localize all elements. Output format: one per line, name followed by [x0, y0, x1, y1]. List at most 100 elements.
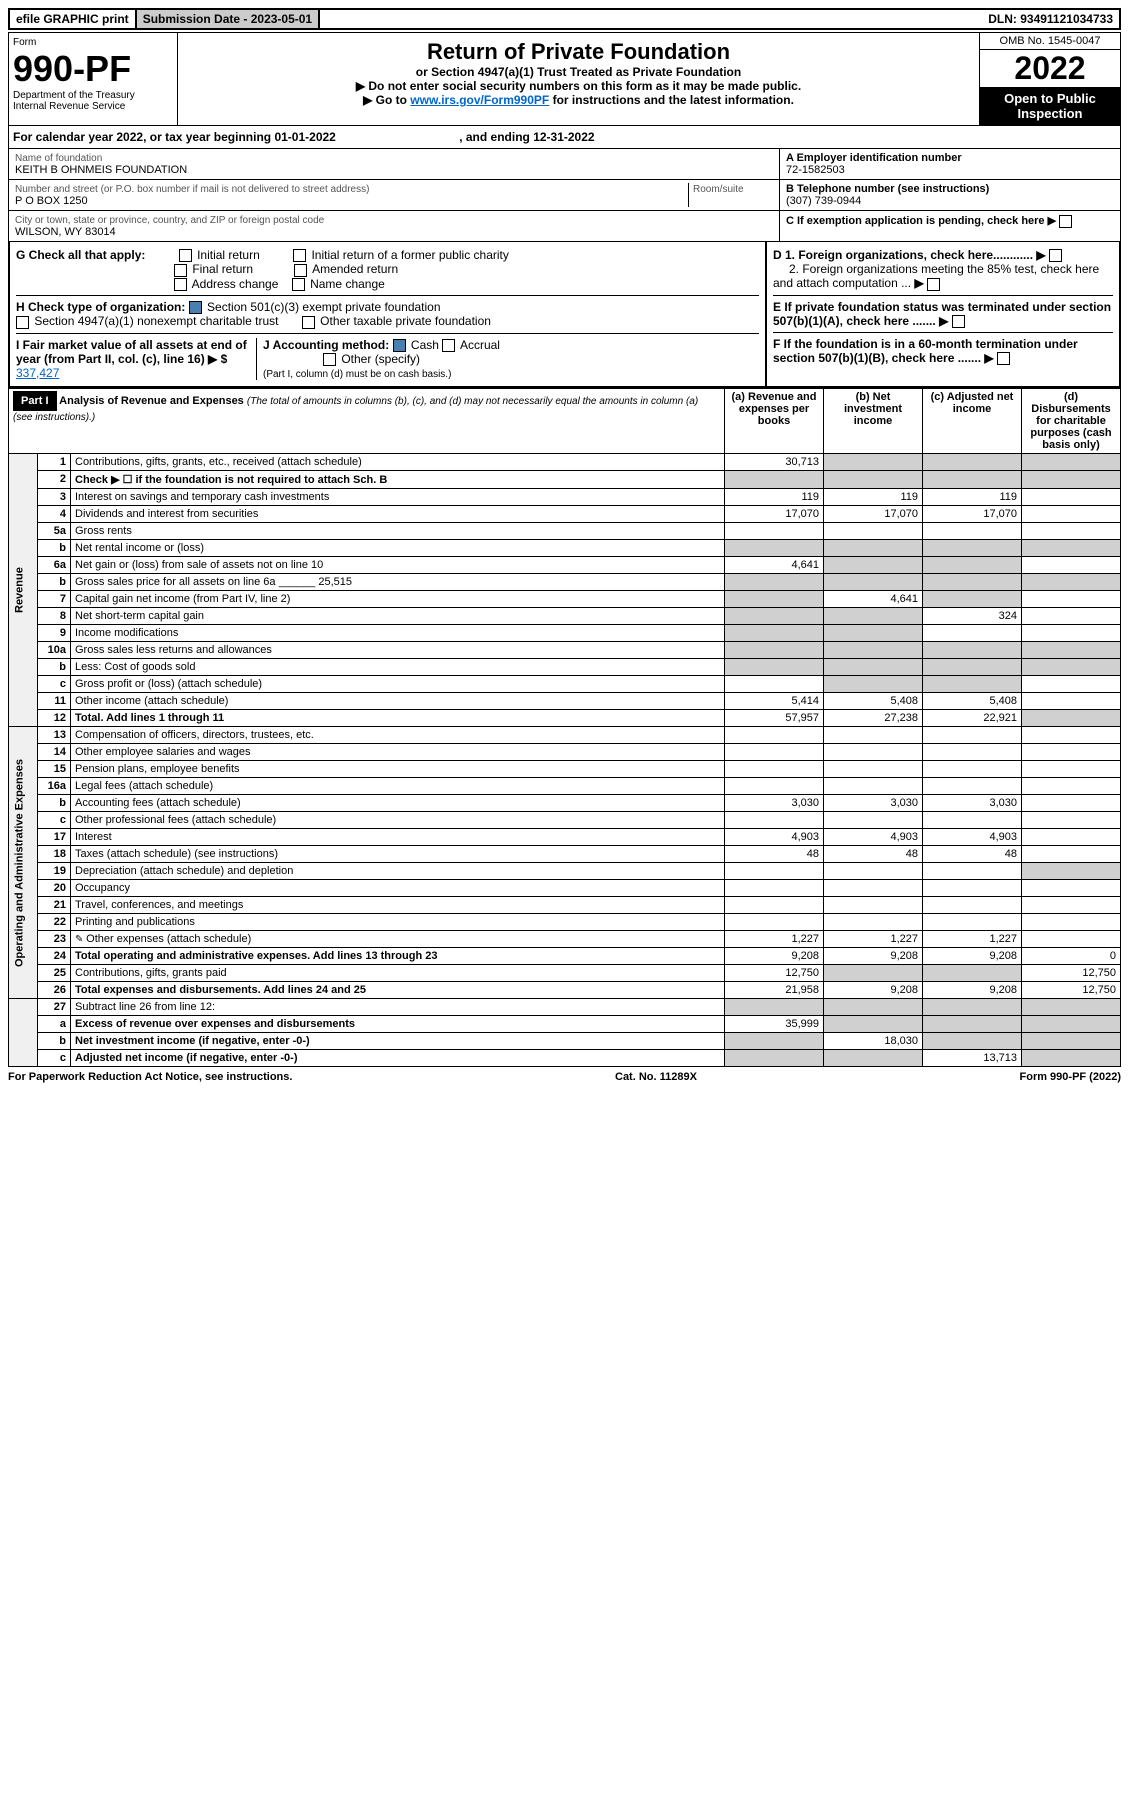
check-f[interactable] [997, 352, 1010, 365]
table-row: 21Travel, conferences, and meetings [9, 897, 1121, 914]
calendar-year: For calendar year 2022, or tax year begi… [8, 126, 1121, 149]
cell-d [1022, 931, 1121, 948]
table-row: 27Subtract line 26 from line 12: [9, 999, 1121, 1016]
table-row: 2Check ▶ ☐ if the foundation is not requ… [9, 471, 1121, 489]
cell-c [923, 965, 1022, 982]
cell-b [824, 574, 923, 591]
check-cash[interactable] [393, 339, 406, 352]
check-accrual[interactable] [442, 339, 455, 352]
cell-b: 27,238 [824, 710, 923, 727]
table-row: Revenue1Contributions, gifts, grants, et… [9, 454, 1121, 471]
table-row: bLess: Cost of goods sold [9, 659, 1121, 676]
cell-d [1022, 761, 1121, 778]
cell-a [725, 1033, 824, 1050]
cell-d [1022, 897, 1121, 914]
line-num: 24 [38, 948, 71, 965]
cell-a: 30,713 [725, 454, 824, 471]
cell-c [923, 812, 1022, 829]
check-address[interactable] [174, 278, 187, 291]
line-num: b [38, 574, 71, 591]
line-num: 22 [38, 914, 71, 931]
cell-c: 17,070 [923, 506, 1022, 523]
cell-a [725, 863, 824, 880]
line-desc: Legal fees (attach schedule) [71, 778, 725, 795]
cell-a [725, 1050, 824, 1067]
line-num: b [38, 795, 71, 812]
cell-b [824, 642, 923, 659]
check-d1[interactable] [1049, 249, 1062, 262]
irs: Internal Revenue Service [13, 101, 173, 112]
cell-c [923, 744, 1022, 761]
line-num: c [38, 1050, 71, 1067]
line-num: 4 [38, 506, 71, 523]
check-initial-former[interactable] [293, 249, 306, 262]
cell-d [1022, 625, 1121, 642]
cell-a [725, 914, 824, 931]
line-num: 8 [38, 608, 71, 625]
cell-d [1022, 557, 1121, 574]
check-other-acct[interactable] [323, 353, 336, 366]
check-e[interactable] [952, 315, 965, 328]
cell-d [1022, 659, 1121, 676]
check-other-tax[interactable] [302, 316, 315, 329]
cell-d [1022, 727, 1121, 744]
check-c[interactable] [1059, 215, 1072, 228]
cell-b [824, 999, 923, 1016]
fmv[interactable]: 337,427 [16, 366, 59, 380]
cell-c [923, 454, 1022, 471]
check-name[interactable] [292, 278, 305, 291]
line-desc: Occupancy [71, 880, 725, 897]
table-row: 4Dividends and interest from securities1… [9, 506, 1121, 523]
line-num: c [38, 676, 71, 693]
cell-c [923, 761, 1022, 778]
cell-c [923, 557, 1022, 574]
table-row: 20Occupancy [9, 880, 1121, 897]
cell-a [725, 999, 824, 1016]
cell-c [923, 727, 1022, 744]
cell-b [824, 471, 923, 489]
check-amended[interactable] [294, 264, 307, 277]
cell-b [824, 863, 923, 880]
line-num: 20 [38, 880, 71, 897]
cell-c [923, 659, 1022, 676]
foundation-name: KEITH B OHNMEIS FOUNDATION [15, 164, 187, 176]
cell-a [725, 778, 824, 795]
cell-a: 57,957 [725, 710, 824, 727]
line-num: 14 [38, 744, 71, 761]
section-label: Revenue [9, 454, 38, 727]
line-num: 7 [38, 591, 71, 608]
f-block: F If the foundation is in a 60-month ter… [773, 332, 1113, 365]
line-desc: Depreciation (attach schedule) and deple… [71, 863, 725, 880]
cell-a: 1,227 [725, 931, 824, 948]
cell-a [725, 523, 824, 540]
irs-link[interactable]: www.irs.gov/Form990PF [410, 93, 549, 107]
check-d2[interactable] [927, 278, 940, 291]
cell-a: 9,208 [725, 948, 824, 965]
check-4947[interactable] [16, 316, 29, 329]
cell-a [725, 897, 824, 914]
cell-a: 5,414 [725, 693, 824, 710]
cell-b: 17,070 [824, 506, 923, 523]
cell-d: 0 [1022, 948, 1121, 965]
line-num: 1 [38, 454, 71, 471]
address: P O BOX 1250 [15, 195, 88, 207]
check-initial[interactable] [179, 249, 192, 262]
cell-a: 35,999 [725, 1016, 824, 1033]
dln: DLN: 93491121034733 [982, 10, 1119, 28]
cell-b: 4,641 [824, 591, 923, 608]
cell-c [923, 999, 1022, 1016]
cell-c [923, 778, 1022, 795]
form-label: Form [13, 37, 173, 48]
table-row: bAccounting fees (attach schedule)3,0303… [9, 795, 1121, 812]
line-num: 11 [38, 693, 71, 710]
cell-a: 21,958 [725, 982, 824, 999]
line-num: 19 [38, 863, 71, 880]
check-501c3[interactable] [189, 301, 202, 314]
cell-c: 3,030 [923, 795, 1022, 812]
cell-b [824, 914, 923, 931]
check-final[interactable] [174, 264, 187, 277]
g-block: G Check all that apply: Initial return I… [16, 248, 759, 291]
cell-d: 12,750 [1022, 965, 1121, 982]
line-desc: Total operating and administrative expen… [71, 948, 725, 965]
footer: For Paperwork Reduction Act Notice, see … [8, 1067, 1121, 1087]
